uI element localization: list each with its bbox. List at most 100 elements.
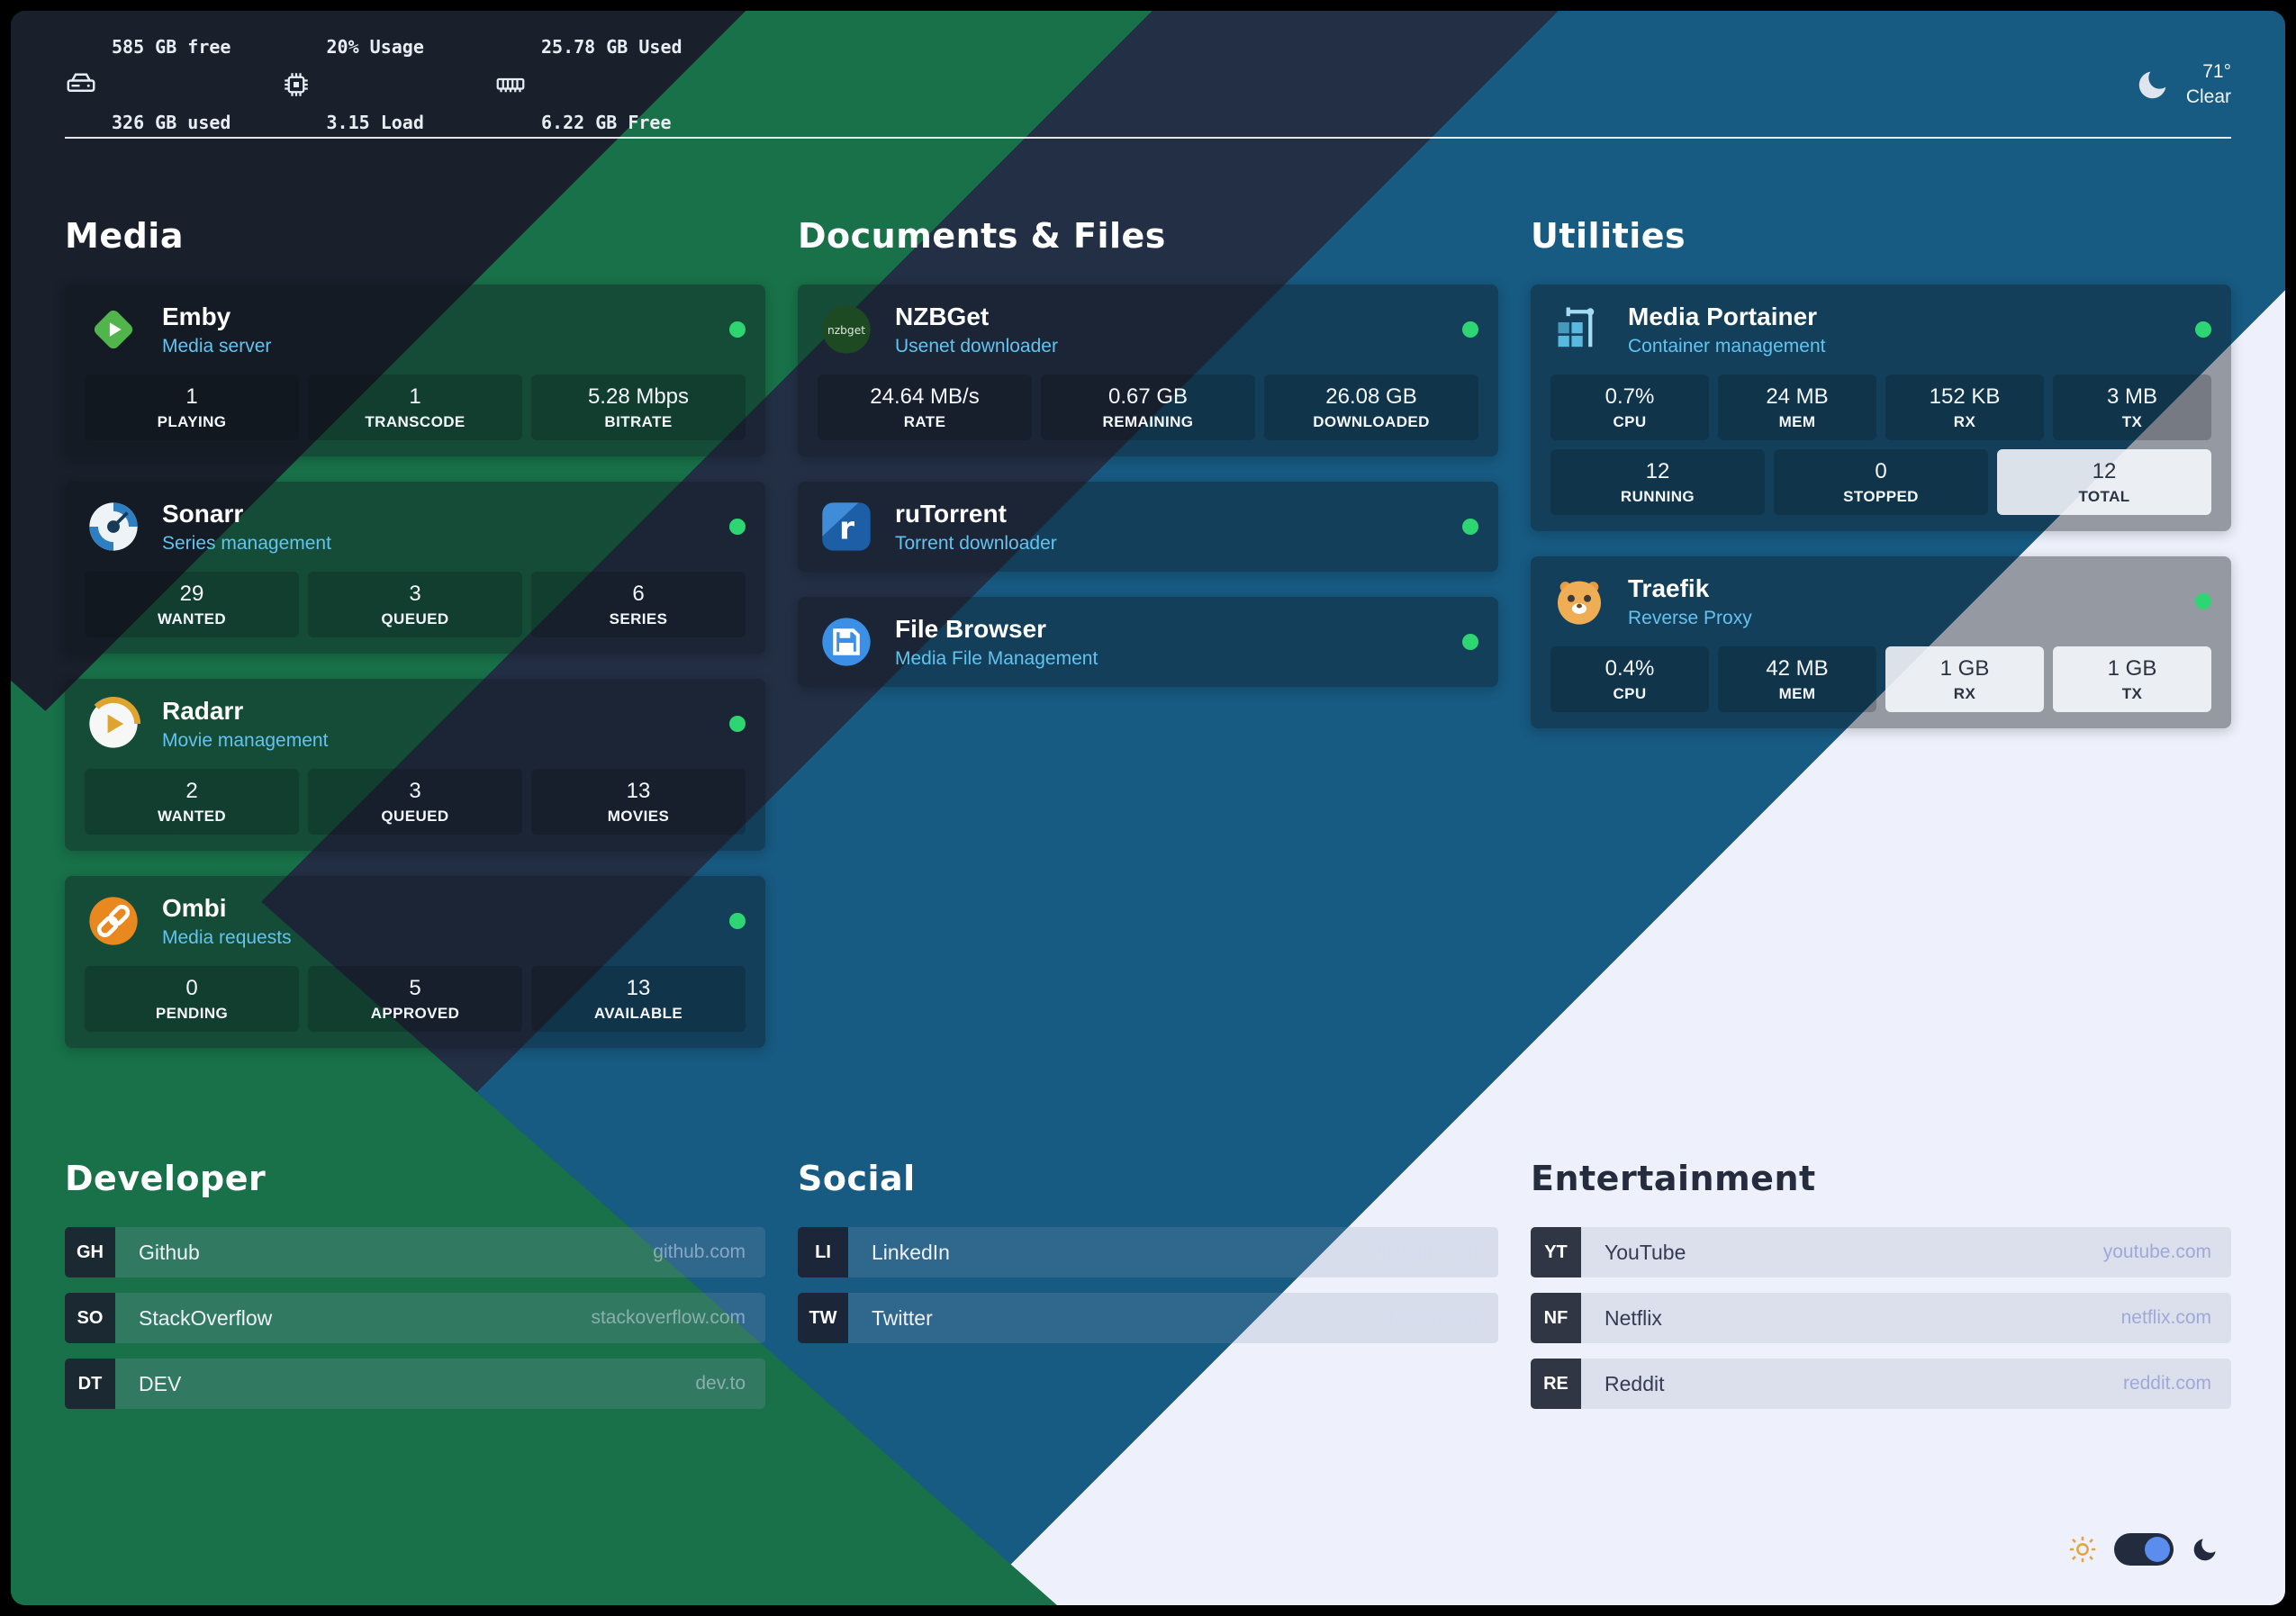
section-title-utilities: Utilities — [1531, 216, 1686, 256]
app-card-radarr[interactable]: Radarr Movie management 2 WANTED 3 QUEUED … — [65, 679, 765, 851]
moon-icon — [2134, 66, 2172, 104]
link-url: youtube.com — [2102, 1241, 2211, 1262]
theme-toggle-switch[interactable] — [2114, 1533, 2174, 1566]
link-row-youtube[interactable]: YT YouTube youtube.com — [1531, 1227, 2231, 1277]
app-card-nzbget[interactable]: nzbget NZBGet Usenet downloader 24.64 MB… — [798, 284, 1498, 456]
svg-text:nzbget: nzbget — [827, 324, 865, 337]
link-name: LinkedIn — [872, 1240, 950, 1264]
stat-cell: 152 KB RX — [1885, 375, 2044, 440]
stat-cell: 5 APPROVED — [308, 966, 522, 1032]
disk-free-text: 585 GB free — [112, 36, 231, 58]
stat-cell: 0 STOPPED — [1774, 449, 1988, 515]
sun-icon[interactable] — [2067, 1534, 2098, 1565]
ombi-icon — [85, 892, 142, 950]
link-abbr-chip: DT — [65, 1359, 115, 1409]
link-row-stackoverflow[interactable]: SO StackOverflow stackoverflow.com — [65, 1293, 765, 1343]
memory-used-text: 25.78 GB Used — [541, 36, 682, 58]
status-dot — [2195, 321, 2211, 338]
app-subtitle: Container management — [1628, 335, 1826, 357]
app-card-rutorrent[interactable]: r ruTorrent Torrent downloader — [798, 482, 1498, 572]
link-row-reddit[interactable]: RE Reddit reddit.com — [1531, 1359, 2231, 1409]
section-title-documents: Documents & Files — [798, 216, 1166, 256]
link-url: dev.to — [695, 1373, 746, 1394]
app-name: NZBGet — [895, 302, 990, 331]
stat-cell: 42 MB MEM — [1718, 646, 1876, 712]
stat-cell: 24 MB MEM — [1718, 375, 1876, 440]
link-name: Github — [139, 1240, 200, 1264]
link-url: stackoverflow.com — [591, 1307, 746, 1328]
link-name: Reddit — [1604, 1371, 1665, 1395]
link-url: github.com — [653, 1241, 746, 1262]
app-name: Ombi — [162, 894, 227, 923]
stat-cell: 1 TRANSCODE — [308, 375, 522, 440]
link-name: StackOverflow — [139, 1305, 273, 1330]
link-url: reddit.com — [2122, 1373, 2211, 1394]
link-row-linkedin[interactable]: LI LinkedIn linkedin.com — [798, 1227, 1498, 1277]
app-card-filebrowser[interactable]: File Browser Media File Management — [798, 597, 1498, 687]
section-media: Media Emby Media server — [65, 216, 765, 1073]
theme-controls — [2067, 1533, 2220, 1566]
system-status-bar: 585 GB free 326 GB used 20% Usage — [65, 36, 2231, 133]
weather-temp: 71° — [2202, 60, 2231, 82]
app-card-traefik[interactable]: Traefik Reverse Proxy 0.4% CPU 42 MB MEM 1… — [1531, 556, 2231, 728]
weather-condition: Clear — [2185, 86, 2231, 107]
section-entertainment: Entertainment YT YouTube youtube.com NF … — [1531, 1159, 2231, 1424]
section-title-social: Social — [798, 1159, 916, 1198]
stat-cell: 1 GB TX — [2053, 646, 2211, 712]
moon-icon[interactable] — [2190, 1534, 2220, 1565]
stat-cell: 0.4% CPU — [1550, 646, 1709, 712]
app-subtitle: Usenet downloader — [895, 335, 1058, 357]
app-name: File Browser — [895, 615, 1047, 644]
link-url: twitter.com — [1388, 1307, 1478, 1328]
stat-cell: 0 PENDING — [85, 966, 299, 1032]
stat-cell: 13 AVAILABLE — [531, 966, 746, 1032]
app-name: ruTorrent — [895, 500, 1007, 528]
memory-free-text: 6.22 GB Free — [541, 112, 672, 133]
stat-cell: 12 TOTAL — [1997, 449, 2211, 515]
status-dot — [1462, 634, 1478, 650]
status-dot — [729, 716, 746, 732]
nzbget-icon: nzbget — [818, 301, 875, 358]
link-row-twitter[interactable]: TW Twitter twitter.com — [798, 1293, 1498, 1343]
app-card-emby[interactable]: Emby Media server 1 PLAYING 1 TRANSCODE 5.… — [65, 284, 765, 456]
stat-cell: 3 MB TX — [2053, 375, 2211, 440]
stat-cell: 5.28 Mbps BITRATE — [531, 375, 746, 440]
app-card-ombi[interactable]: Ombi Media requests 0 PENDING 5 APPROVED 1… — [65, 876, 765, 1048]
cpu-usage-widget: 20% Usage 3.15 Load — [280, 11, 457, 185]
section-title-media: Media — [65, 216, 184, 256]
section-documents: Documents & Files nzbget NZBGet Usenet d… — [798, 216, 1498, 1073]
link-abbr-chip: TW — [798, 1293, 848, 1343]
app-card-portainer[interactable]: Media Portainer Container management 0.7… — [1531, 284, 2231, 531]
link-name: Netflix — [1604, 1305, 1662, 1330]
link-row-github[interactable]: GH Github github.com — [65, 1227, 765, 1277]
stat-cell: 29 WANTED — [85, 572, 299, 637]
link-url: linkedin.com — [1373, 1241, 1478, 1262]
toggle-knob — [2145, 1537, 2170, 1562]
sonarr-icon — [85, 498, 142, 555]
traefik-icon — [1550, 573, 1608, 630]
section-utilities: Utilities Media Portainer Container mana… — [1531, 216, 2231, 1073]
link-abbr-chip: GH — [65, 1227, 115, 1277]
radarr-icon — [85, 695, 142, 753]
emby-icon — [85, 301, 142, 358]
link-abbr-chip: LI — [798, 1227, 848, 1277]
status-dot — [2195, 593, 2211, 609]
link-row-dev[interactable]: DT DEV dev.to — [65, 1359, 765, 1409]
app-card-sonarr[interactable]: Sonarr Series management 29 WANTED 3 QUEUE… — [65, 482, 765, 654]
app-name: Sonarr — [162, 500, 244, 528]
disk-used-text: 326 GB used — [112, 112, 231, 133]
status-dot — [729, 321, 746, 338]
link-abbr-chip: RE — [1531, 1359, 1581, 1409]
link-abbr-chip: SO — [65, 1293, 115, 1343]
link-name: Twitter — [872, 1305, 933, 1330]
section-title-developer: Developer — [65, 1159, 267, 1198]
stat-cell: 12 RUNNING — [1550, 449, 1765, 515]
app-subtitle: Torrent downloader — [895, 532, 1057, 554]
link-row-netflix[interactable]: NF Netflix netflix.com — [1531, 1293, 2231, 1343]
status-dot — [729, 913, 746, 929]
app-subtitle: Media server — [162, 335, 272, 357]
app-subtitle: Media requests — [162, 926, 292, 948]
cpu-icon — [280, 68, 312, 101]
link-abbr-chip: YT — [1531, 1227, 1581, 1277]
app-subtitle: Media File Management — [895, 647, 1098, 669]
